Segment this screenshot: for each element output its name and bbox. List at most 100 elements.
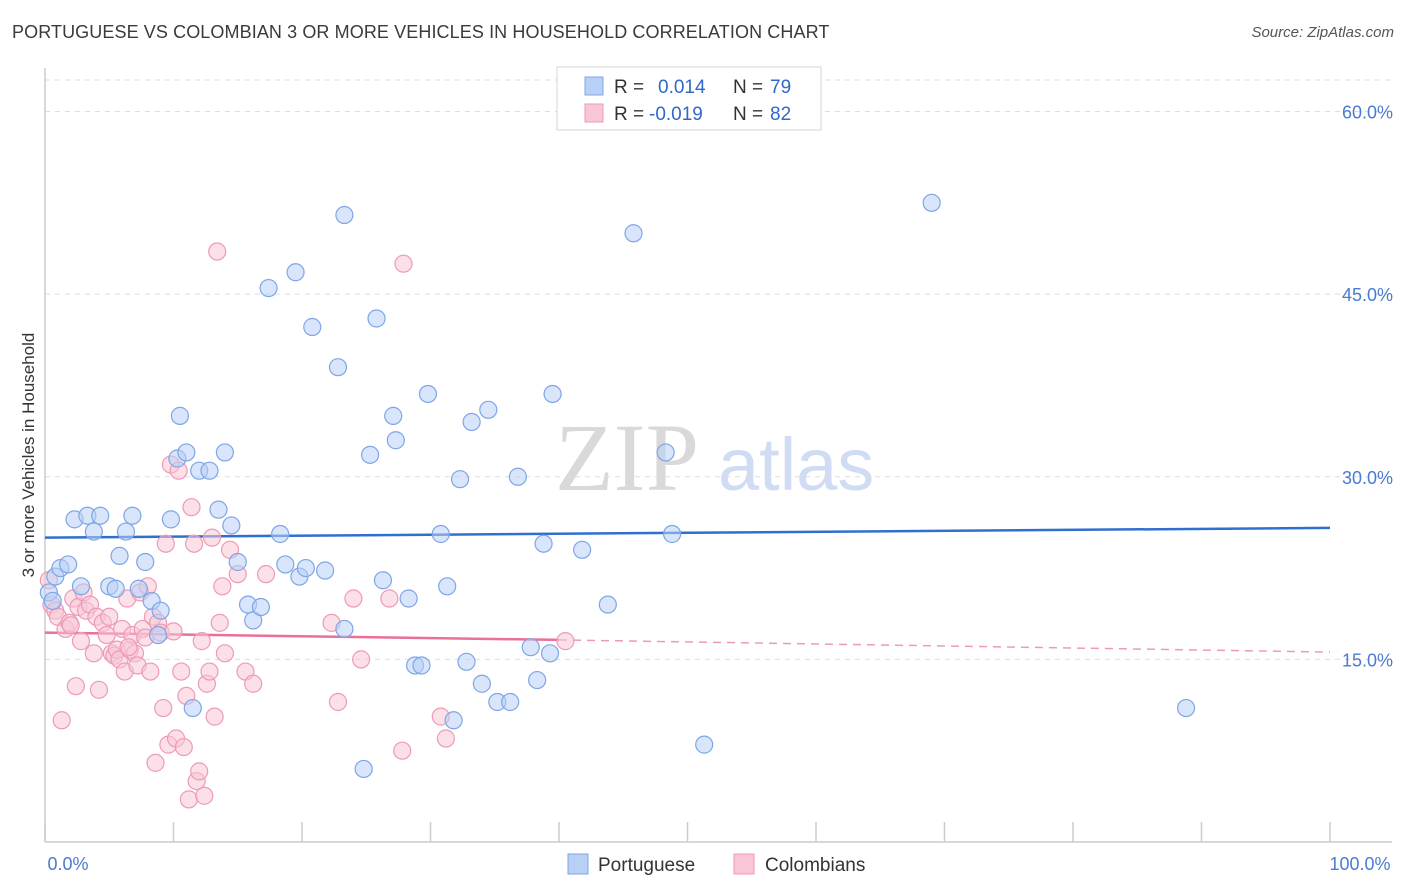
point-portuguese bbox=[624, 224, 643, 243]
point-portuguese bbox=[215, 443, 234, 462]
point-portuguese bbox=[438, 577, 457, 596]
point-colombians bbox=[215, 644, 234, 663]
point-portuguese bbox=[151, 601, 170, 620]
point-portuguese bbox=[286, 263, 305, 282]
point-colombians bbox=[352, 650, 371, 669]
point-portuguese bbox=[418, 384, 438, 404]
y-tick-label: 60.0% bbox=[1342, 103, 1393, 123]
point-portuguese bbox=[431, 524, 450, 544]
legend-r-value-portuguese: 0.014 bbox=[658, 77, 706, 98]
point-portuguese bbox=[123, 506, 142, 525]
point-portuguese bbox=[534, 534, 553, 553]
y-tick-label: 15.0% bbox=[1342, 650, 1393, 670]
point-colombians bbox=[146, 753, 165, 772]
point-colombians bbox=[208, 242, 227, 261]
trend-line-colombians-extrapolated bbox=[558, 639, 1331, 653]
bottom-legend-swatch-colombians bbox=[733, 853, 755, 875]
x-tick-label-min: 0.0% bbox=[47, 854, 88, 874]
point-colombians bbox=[172, 662, 191, 681]
legend-swatch-colombians bbox=[584, 103, 604, 123]
legend-n-value-colombians: 82 bbox=[770, 104, 791, 125]
legend-n-value-portuguese: 79 bbox=[770, 77, 791, 98]
bottom-legend-swatch-portuguese bbox=[567, 853, 589, 875]
point-colombians bbox=[210, 613, 229, 632]
point-portuguese bbox=[177, 443, 196, 462]
point-portuguese bbox=[367, 309, 386, 328]
point-colombians bbox=[328, 692, 348, 712]
legend-swatch-portuguese bbox=[584, 76, 604, 96]
point-portuguese bbox=[384, 406, 403, 425]
point-portuguese bbox=[200, 461, 219, 480]
point-portuguese bbox=[170, 406, 190, 425]
point-colombians bbox=[174, 737, 193, 757]
grid-lines bbox=[45, 79, 1392, 660]
legend-n-label-portuguese: N = bbox=[733, 77, 763, 98]
point-colombians bbox=[71, 632, 91, 651]
source-credit: Source: ZipAtlas.com bbox=[1251, 24, 1394, 41]
legend-r-label-colombians: R = bbox=[614, 104, 644, 125]
point-portuguese bbox=[328, 358, 348, 377]
point-portuguese bbox=[43, 591, 62, 611]
point-colombians bbox=[52, 711, 71, 730]
point-portuguese bbox=[161, 510, 181, 529]
point-portuguese bbox=[922, 193, 941, 212]
point-colombians bbox=[61, 616, 80, 635]
legend-r-value-colombians: -0.019 bbox=[649, 104, 703, 125]
bottom-legend-label-portuguese: Portuguese bbox=[598, 855, 695, 876]
point-portuguese bbox=[462, 412, 481, 432]
point-colombians bbox=[202, 528, 222, 547]
point-portuguese bbox=[84, 522, 103, 541]
point-portuguese bbox=[259, 278, 278, 298]
point-portuguese bbox=[148, 625, 168, 645]
point-portuguese bbox=[91, 506, 110, 525]
point-colombians bbox=[184, 534, 204, 553]
point-portuguese bbox=[71, 577, 91, 596]
point-portuguese bbox=[373, 571, 393, 590]
point-portuguese bbox=[183, 698, 202, 718]
point-portuguese bbox=[472, 674, 491, 693]
point-portuguese bbox=[457, 652, 476, 671]
point-portuguese bbox=[129, 579, 148, 598]
point-colombians bbox=[436, 729, 456, 748]
point-portuguese bbox=[695, 735, 714, 754]
point-portuguese bbox=[450, 470, 470, 489]
point-colombians bbox=[164, 622, 183, 641]
point-portuguese bbox=[209, 500, 228, 519]
point-colombians bbox=[213, 577, 232, 596]
point-portuguese bbox=[271, 524, 290, 544]
point-portuguese bbox=[244, 611, 263, 630]
point-portuguese bbox=[361, 445, 380, 464]
point-colombians bbox=[190, 762, 209, 781]
y-tick-label: 30.0% bbox=[1342, 468, 1393, 488]
trend-line-portuguese bbox=[44, 526, 1331, 539]
point-portuguese bbox=[110, 546, 129, 565]
point-portuguese bbox=[508, 467, 527, 486]
point-colombians bbox=[195, 786, 214, 805]
point-colombians bbox=[84, 644, 103, 663]
point-colombians bbox=[66, 677, 85, 696]
point-colombians bbox=[244, 674, 263, 693]
point-colombians bbox=[380, 589, 399, 608]
point-colombians bbox=[200, 662, 219, 681]
legend-n-label-colombians: N = bbox=[733, 104, 763, 125]
point-portuguese bbox=[412, 656, 431, 675]
point-colombians bbox=[89, 680, 109, 699]
x-tick-label-max: 100.0% bbox=[1329, 854, 1390, 874]
point-portuguese bbox=[276, 555, 295, 574]
chart-title: PORTUGUESE VS COLOMBIAN 3 OR MORE VEHICL… bbox=[12, 22, 830, 42]
y-tick-label: 45.0% bbox=[1342, 285, 1393, 305]
point-portuguese bbox=[222, 516, 241, 535]
point-colombians bbox=[179, 790, 199, 809]
axes: 15.0% 30.0% 45.0% 60.0% bbox=[44, 68, 1393, 843]
point-portuguese bbox=[228, 552, 247, 572]
point-portuguese bbox=[116, 522, 136, 541]
point-colombians bbox=[192, 632, 211, 651]
point-portuguese bbox=[59, 555, 78, 574]
point-portuguese bbox=[106, 579, 125, 598]
point-portuguese bbox=[136, 552, 155, 572]
point-portuguese bbox=[656, 443, 675, 462]
point-colombians bbox=[182, 498, 201, 517]
point-portuguese bbox=[543, 384, 562, 404]
series-legend: Portuguese Colombians bbox=[567, 853, 865, 876]
